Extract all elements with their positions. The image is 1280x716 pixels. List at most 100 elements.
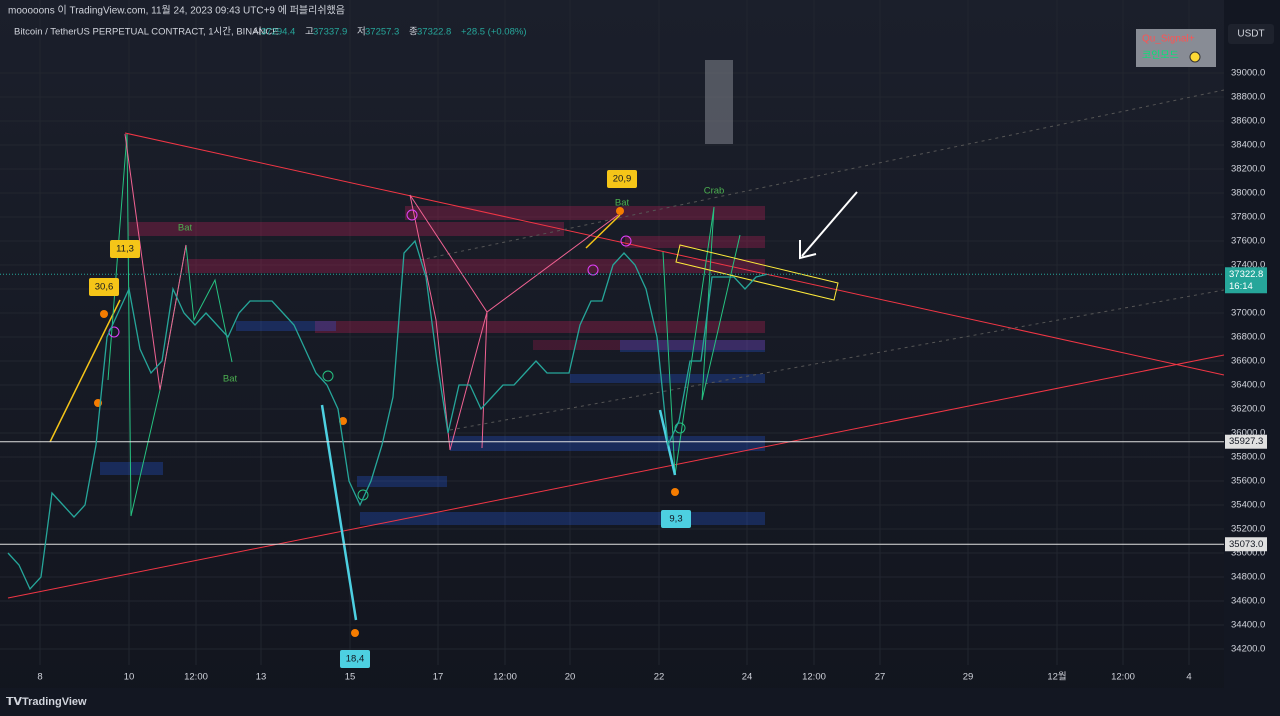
x-tick-label: 12월 bbox=[1047, 671, 1066, 683]
last-price-label: 37322.8 bbox=[1229, 269, 1263, 280]
harmonic-pattern bbox=[409, 194, 619, 313]
annotation: Bat bbox=[615, 198, 630, 209]
supply-zone bbox=[625, 236, 765, 248]
drawings bbox=[7, 89, 1225, 637]
arrow-head bbox=[799, 240, 817, 260]
x-tick-label: 27 bbox=[875, 672, 886, 683]
y-tick-label: 35200.0 bbox=[1231, 524, 1265, 535]
y-tick-label: 38400.0 bbox=[1231, 140, 1265, 151]
gray-box bbox=[705, 60, 733, 144]
countdown: 16:14 bbox=[1229, 281, 1253, 292]
currency: USDT bbox=[1237, 29, 1264, 40]
annotation: Bat bbox=[178, 223, 193, 234]
ohlc-label: 시 bbox=[253, 27, 262, 38]
x-tick-label: 4 bbox=[1186, 672, 1191, 683]
logo: 𝗧𝗩 bbox=[6, 696, 23, 708]
publisher: mooooons 이 TradingView.com, 11월 24, 2023… bbox=[8, 4, 345, 17]
y-tick-label: 38800.0 bbox=[1231, 92, 1265, 103]
marker bbox=[100, 310, 108, 318]
wave-leg bbox=[320, 404, 358, 621]
zones bbox=[100, 60, 765, 525]
currency-box bbox=[1228, 24, 1274, 44]
channel-box bbox=[675, 244, 839, 301]
demand-zone bbox=[357, 476, 447, 487]
pattern-leg bbox=[49, 299, 121, 443]
grid bbox=[0, 0, 1224, 665]
annotation: 30,6 bbox=[95, 282, 114, 293]
x-tick-label: 12:00 bbox=[802, 672, 826, 683]
supply-zone bbox=[128, 222, 564, 236]
annotation-box bbox=[340, 650, 370, 668]
harmonic-pattern bbox=[409, 194, 488, 451]
demand-zone bbox=[620, 340, 765, 352]
legend-entry: 코인모드 bbox=[1142, 50, 1179, 62]
legend-box bbox=[1136, 29, 1216, 67]
marker bbox=[339, 417, 347, 425]
x-tick-label: 10 bbox=[124, 672, 135, 683]
brand: TradingView bbox=[22, 696, 87, 708]
x-tick-label: 8 bbox=[37, 672, 42, 683]
marker bbox=[671, 488, 679, 496]
demand-zone bbox=[360, 512, 765, 525]
marker bbox=[587, 264, 599, 276]
footer-bar bbox=[0, 688, 1280, 716]
y-tick-label: 36800.0 bbox=[1231, 332, 1265, 343]
annotation: 11,3 bbox=[116, 244, 134, 255]
y-tick-label: 34200.0 bbox=[1231, 644, 1265, 655]
pattern-leg bbox=[585, 214, 621, 249]
y-tick-label: 35600.0 bbox=[1231, 476, 1265, 487]
price-axis bbox=[1224, 0, 1280, 688]
y-tick-label: 38000.0 bbox=[1231, 188, 1265, 199]
y-tick-label: 36000.0 bbox=[1231, 428, 1265, 439]
y-tick-label: 36200.0 bbox=[1231, 404, 1265, 415]
demand-zone bbox=[450, 436, 765, 451]
harmonic-pattern bbox=[662, 206, 741, 476]
marker bbox=[406, 209, 418, 221]
annotation: 18,4 bbox=[346, 654, 365, 665]
annotation-box bbox=[110, 240, 140, 258]
annotation-box bbox=[89, 278, 119, 296]
marker bbox=[674, 422, 686, 434]
ohlc-label: 저 bbox=[357, 27, 366, 38]
ohlc-value: 37257.3 bbox=[365, 27, 399, 38]
chart-title: Bitcoin / TetherUS PERPETUAL CONTRACT, 1… bbox=[14, 27, 279, 38]
price-tag bbox=[1225, 434, 1267, 449]
annotation: Bat bbox=[223, 374, 238, 385]
demand-zone bbox=[570, 374, 765, 383]
price-tag-label: 35927.3 bbox=[1229, 436, 1263, 447]
y-tick-label: 34600.0 bbox=[1231, 596, 1265, 607]
channel-line bbox=[449, 289, 1225, 431]
y-tick-label: 34800.0 bbox=[1231, 572, 1265, 583]
demand-zone bbox=[236, 321, 336, 331]
supply-zone bbox=[405, 206, 765, 220]
ohlc-value: 37337.9 bbox=[313, 27, 347, 38]
arrow bbox=[801, 191, 858, 257]
marker bbox=[620, 235, 632, 247]
supply-zone bbox=[533, 340, 765, 350]
ohlc-label: 종 bbox=[409, 27, 418, 38]
y-tick-label: 35800.0 bbox=[1231, 452, 1265, 463]
y-tick-label: 38600.0 bbox=[1231, 116, 1265, 127]
supply-zone bbox=[185, 259, 765, 273]
y-tick-label: 39000.0 bbox=[1231, 68, 1265, 79]
legend-entry: Qu_Signal+ bbox=[1142, 34, 1195, 45]
harmonic-pattern bbox=[124, 133, 187, 391]
ohlc-value: 37294.4 bbox=[261, 27, 295, 38]
annotation: Crab bbox=[704, 186, 725, 197]
y-tick-label: 35000.0 bbox=[1231, 548, 1265, 559]
y-tick-label: 36400.0 bbox=[1231, 380, 1265, 391]
annotation-box bbox=[607, 170, 637, 188]
legend-dot bbox=[1189, 51, 1201, 63]
marker bbox=[322, 370, 334, 382]
marker bbox=[616, 207, 624, 215]
price-line-series bbox=[7, 239, 768, 591]
demand-zone bbox=[100, 462, 163, 475]
supply-zone bbox=[315, 321, 765, 333]
x-tick-label: 12:00 bbox=[184, 672, 208, 683]
annotation-box bbox=[661, 510, 691, 528]
last-price-tag bbox=[1225, 267, 1267, 294]
x-tick-label: 24 bbox=[742, 672, 753, 683]
x-tick-label: 22 bbox=[654, 672, 665, 683]
